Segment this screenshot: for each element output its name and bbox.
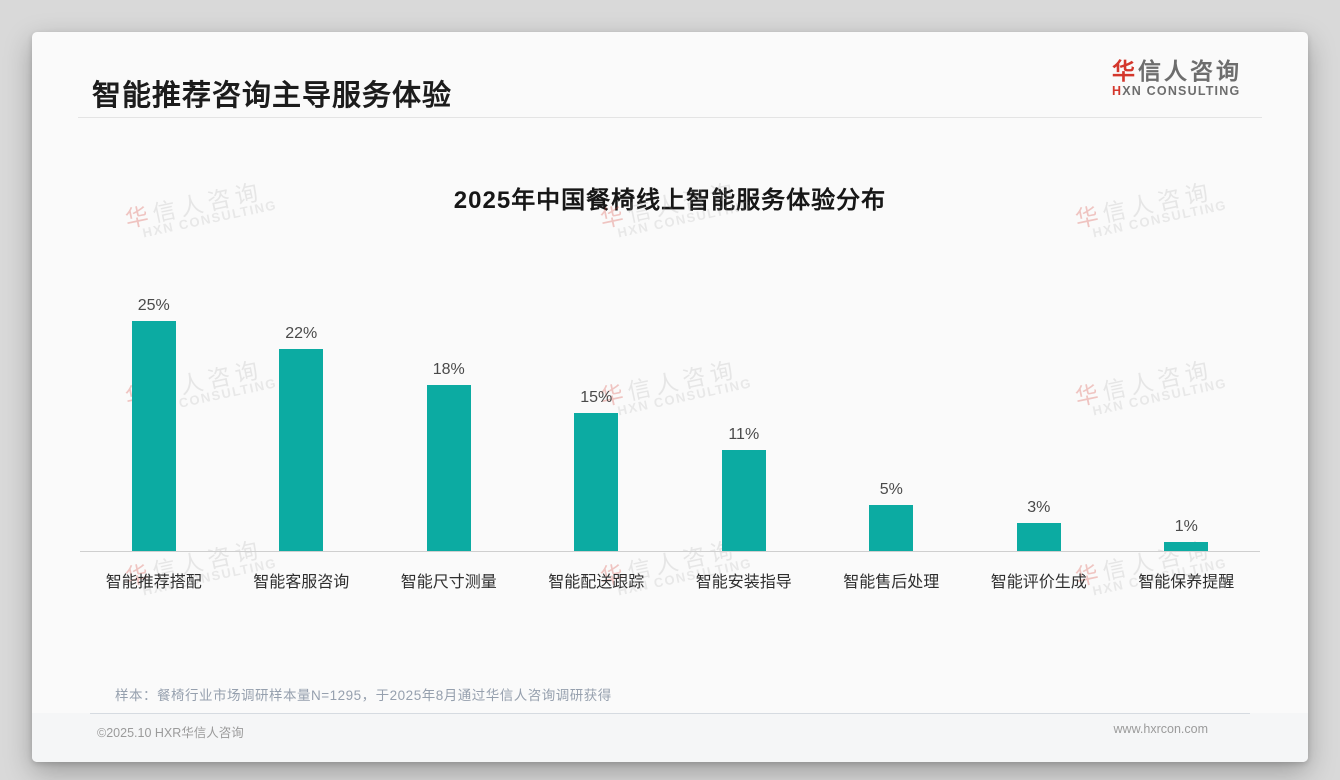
bar: [1164, 542, 1209, 551]
company-logo: 华信人咨询 HXN CONSULTING: [1112, 58, 1242, 99]
logo-cn-rest: 信人咨询: [1138, 58, 1242, 84]
footer-copyright: ©2025.10 HXR华信人咨询: [97, 726, 244, 740]
slide-card: 智能推荐咨询主导服务体验 华信人咨询 HXN CONSULTING 华信人咨询 H…: [32, 32, 1308, 762]
footer-website: www.hxrcon.com: [1113, 722, 1208, 736]
bar-slot: 22%: [228, 282, 376, 551]
logo-en-text: HXN CONSULTING: [1112, 84, 1242, 98]
bar-value-label: 25%: [137, 297, 170, 314]
bar-chart: 25% 22% 18% 15% 11% 5% 3% 1%: [80, 282, 1260, 552]
chart-title: 2025年中国餐椅线上智能服务体验分布: [453, 187, 887, 214]
bar-slot: 5%: [818, 282, 966, 551]
logo-en-rest: XN CONSULTING: [1122, 84, 1241, 99]
bar-value-label: 3%: [1027, 499, 1051, 516]
bar-value-label: 5%: [879, 481, 903, 498]
footer-divider: [90, 713, 1250, 714]
category-label: 智能推荐搭配: [105, 574, 202, 591]
bar-slot: 25%: [80, 282, 228, 551]
sample-note: 样本：餐椅行业市场调研样本量N=1295，于2025年8月通过华信人咨询调研获得: [115, 688, 612, 703]
bar: [574, 413, 619, 551]
bar-slot: 11%: [670, 282, 818, 551]
bar-slot: 1%: [1113, 282, 1261, 551]
category-axis: 智能推荐搭配 智能客服咨询 智能尺寸测量 智能配送跟踪 智能安装指导 智能售后处理 智能评价…: [80, 568, 1260, 592]
bar-slot: 18%: [375, 282, 523, 551]
logo-cn-accent: 华: [1112, 58, 1138, 84]
bar-slot: 3%: [965, 282, 1113, 551]
category-label: 智能保养提醒: [1138, 574, 1235, 591]
category-label: 智能配送跟踪: [548, 574, 645, 591]
bar-value-label: 11%: [728, 426, 760, 443]
category-label: 智能尺寸测量: [400, 574, 497, 591]
bar-slot: 15%: [523, 282, 671, 551]
logo-en-accent: H: [1112, 84, 1123, 99]
bar: [721, 450, 766, 551]
bar-value-label: 1%: [1174, 518, 1198, 535]
bar: [869, 505, 914, 551]
category-label: 智能评价生成: [990, 574, 1087, 591]
bar: [279, 349, 324, 551]
bar: [131, 321, 176, 551]
bar: [1016, 523, 1061, 551]
bar-value-label: 22%: [285, 325, 318, 342]
footer-strip: [32, 713, 1308, 762]
bar-value-label: 18%: [432, 361, 465, 378]
header-divider: [78, 117, 1262, 118]
category-label: 智能售后处理: [843, 574, 940, 591]
logo-cn-text: 华信人咨询: [1112, 58, 1242, 84]
page-title: 智能推荐咨询主导服务体验: [92, 80, 453, 112]
category-label: 智能客服咨询: [253, 574, 350, 591]
category-label: 智能安装指导: [695, 574, 792, 591]
bar-value-label: 15%: [580, 389, 613, 406]
bar: [426, 385, 471, 551]
